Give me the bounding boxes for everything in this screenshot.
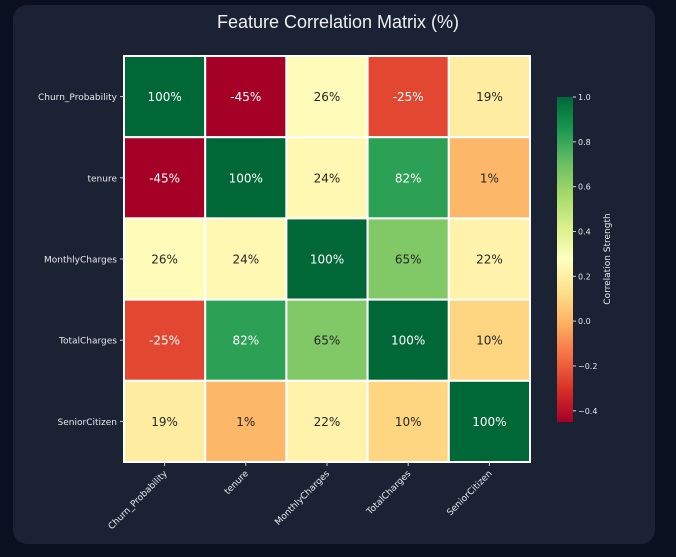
- cell-value-label: 26%: [151, 253, 178, 267]
- heatmap-cell: [123, 298, 207, 382]
- cell-value-label: 100%: [310, 253, 344, 267]
- heatmap-cell: [285, 298, 369, 382]
- colorbar-label: Correlation Strength: [603, 213, 613, 304]
- cell-value-label: 82%: [232, 334, 259, 348]
- colorbar-tick-label: 0.0: [578, 317, 591, 326]
- heatmap-cell: [447, 379, 531, 463]
- cell-value-label: 10%: [395, 415, 422, 429]
- heatmap-cell: [366, 136, 450, 220]
- cell-value-label: -45%: [149, 171, 180, 185]
- colorbar-tick-label: 1.0: [578, 93, 591, 102]
- cell-value-label: 100%: [472, 415, 506, 429]
- cell-value-label: 1%: [480, 171, 499, 185]
- cell-value-label: 100%: [391, 334, 425, 348]
- x-tick-label: TotalCharges: [365, 469, 414, 518]
- cell-value-label: 65%: [314, 334, 341, 348]
- heatmap-cell: [447, 298, 531, 382]
- heatmap-cell: [447, 217, 531, 301]
- heatmap-cell: [366, 298, 450, 382]
- x-tick-label: tenure: [223, 469, 251, 497]
- y-tick-label: tenure: [87, 174, 117, 184]
- x-tick-label: MonthlyCharges: [273, 469, 332, 528]
- cell-value-label: 100%: [147, 90, 181, 104]
- cell-value-label: 22%: [314, 415, 341, 429]
- colorbar-tick-label: 0.6: [578, 183, 591, 192]
- colorbar-tick-label: −0.4: [578, 407, 597, 416]
- heatmap-cell: [447, 136, 531, 220]
- x-tick-label: SeniorCitizen: [445, 469, 494, 518]
- heatmap-cell: [204, 298, 288, 382]
- cell-value-label: 65%: [395, 253, 422, 267]
- colorbar: [557, 97, 573, 422]
- colorbar-tick-label: 0.2: [578, 272, 591, 281]
- cell-value-label: 22%: [476, 253, 503, 267]
- x-tick-label: Churn_Probability: [107, 469, 170, 532]
- colorbar-tick-label: −0.2: [578, 362, 597, 371]
- chart-title: Feature Correlation Matrix (%): [216, 12, 460, 32]
- cell-value-label: 19%: [476, 90, 503, 104]
- colorbar-tick-label: 0.4: [578, 227, 591, 236]
- y-tick-label: MonthlyCharges: [44, 256, 117, 266]
- cell-value-label: 24%: [232, 253, 259, 267]
- heatmap-cell: [123, 55, 207, 139]
- cell-value-label: 1%: [236, 415, 255, 429]
- y-tick-label: Churn_Probability: [38, 93, 118, 103]
- cell-value-label: 26%: [314, 90, 341, 104]
- heatmap-cell: [204, 217, 288, 301]
- colorbar-tick-label: 0.8: [578, 138, 591, 147]
- heatmap-cell: [285, 136, 369, 220]
- cell-value-label: -45%: [230, 90, 261, 104]
- heatmap-cell: [285, 379, 369, 463]
- cell-value-label: 100%: [229, 171, 263, 185]
- heatmap-cell: [366, 217, 450, 301]
- cell-value-label: 19%: [151, 415, 178, 429]
- y-tick-label: SeniorCitizen: [58, 418, 117, 428]
- cell-value-label: 24%: [314, 171, 341, 185]
- cell-value-label: -25%: [393, 90, 424, 104]
- y-tick-label: TotalCharges: [58, 337, 117, 347]
- cell-value-label: -25%: [149, 334, 180, 348]
- cell-value-label: 82%: [395, 171, 422, 185]
- heatmap-cell: [204, 379, 288, 463]
- cell-value-label: 10%: [476, 334, 503, 348]
